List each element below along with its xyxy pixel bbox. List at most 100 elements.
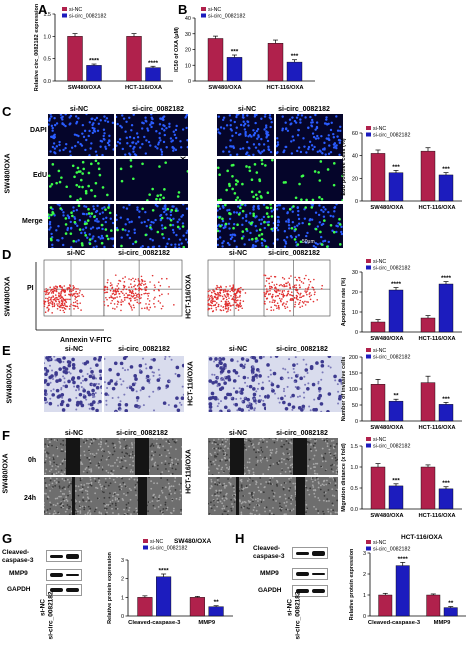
flow-dot: [143, 283, 145, 286]
header-f-sw480-si: si-circ_0082182: [116, 430, 168, 437]
flow-dot: [107, 279, 109, 281]
flow-dot: [128, 302, 130, 305]
y-tick-label-e-0: 0: [355, 419, 358, 425]
y-label-f: Migration distance (x fold): [341, 443, 347, 512]
y-tick-label-d-3: 30: [352, 270, 358, 276]
flow-dot: [275, 291, 277, 293]
flow-dot: [289, 294, 291, 296]
header-e-sw480-si: si-circ_0082182: [118, 346, 170, 353]
flow-dot: [143, 307, 146, 309]
legend-label-f-1: si-circ_0082182: [373, 444, 410, 450]
flow-dot: [75, 287, 77, 290]
flow-dot: [50, 289, 53, 291]
flow-dot: [161, 293, 163, 296]
flow-dot: [135, 294, 138, 297]
flow-dot: [49, 302, 52, 304]
flow-dot: [60, 292, 62, 295]
flow-dot: [133, 280, 136, 283]
flow-dot: [119, 280, 122, 282]
header-e-hct-nc: si-NC: [228, 346, 248, 353]
flow-dot: [105, 291, 107, 294]
scratch-gap-2-0: [230, 438, 244, 475]
blot-band: [296, 589, 309, 593]
sig-b-1: ***: [291, 53, 299, 60]
flow-dot: [270, 275, 272, 278]
micrograph-3-1: [276, 159, 343, 201]
flow-dot: [227, 306, 230, 309]
flow-dot: [235, 304, 238, 307]
flow-dot: [225, 290, 228, 292]
flow-dot: [136, 298, 138, 301]
panel-label-b: B: [178, 2, 188, 17]
flow-dot: [68, 284, 71, 286]
sig-e-1: ***: [442, 396, 450, 403]
flow-dot: [103, 304, 106, 306]
panel-label-f: F: [2, 428, 10, 443]
sig-h-0: ****: [398, 556, 409, 563]
flow-dot: [141, 282, 143, 284]
flow-dot: [306, 290, 308, 293]
scratch-gap-3-1: [295, 477, 305, 515]
flow-dot: [303, 277, 306, 280]
y-tick-label-d-0: 0: [355, 330, 358, 336]
micrograph-2-2: [217, 204, 274, 248]
flow-dot: [61, 288, 64, 290]
bar-f-0-0: [370, 466, 386, 510]
flow-dot: [225, 302, 228, 304]
flow-dot: [63, 306, 65, 309]
flow-dot: [224, 288, 226, 291]
flow-dot: [130, 307, 133, 309]
y-label-h: Relative protein expression: [349, 548, 355, 620]
micrograph-2-0: [217, 114, 274, 156]
flow-dot: [53, 286, 55, 288]
flow-dot: [78, 295, 80, 297]
legend-label-c-0: si-NC: [373, 126, 386, 132]
flow-dot: [128, 303, 131, 306]
blot-h-label-gapdh: GAPDH: [258, 587, 282, 594]
flow-dot: [233, 301, 236, 303]
flow-dot: [265, 280, 268, 282]
bar-c-0-1: [388, 172, 404, 202]
flow-dot: [63, 298, 66, 301]
legend-label-e-1: si-circ_0082182: [373, 355, 410, 361]
micrograph-0-1: [48, 159, 114, 201]
flow-dot: [215, 302, 218, 304]
flow-dot: [116, 288, 119, 291]
sig-d-0: ****: [391, 281, 402, 288]
flow-dot: [70, 290, 73, 293]
flow-dot: [49, 286, 51, 289]
category-label-c-1: HCT-116/OXA: [418, 205, 456, 211]
flow-dot: [140, 275, 143, 278]
flow-dot: [229, 285, 231, 287]
y-tick-label-f-2: 1.0: [350, 465, 358, 471]
flow-dot: [106, 298, 108, 301]
flow-dot: [304, 304, 307, 306]
flow-dot: [57, 298, 60, 301]
flow-dot: [286, 306, 289, 308]
flow-dot: [265, 297, 268, 300]
y-tick-label-d-2: 20: [352, 290, 358, 296]
flow-dot: [116, 290, 119, 292]
flow-dot: [81, 293, 83, 296]
flow-dot: [271, 281, 273, 284]
flow-dot: [289, 310, 291, 312]
flow-dot: [115, 293, 117, 296]
flow-dot: [281, 276, 284, 279]
panel-label-h: H: [235, 531, 245, 546]
flow-dot: [148, 300, 151, 302]
flow-dot: [298, 284, 301, 286]
flow-dot: [298, 303, 300, 306]
flow-dot: [134, 292, 137, 295]
invasion-image-0: [44, 356, 102, 412]
y-tick-label-g-2: 2: [121, 577, 124, 583]
flow-dot: [141, 307, 143, 310]
flow-dot: [118, 279, 120, 282]
flow-dot: [305, 274, 307, 277]
flow-dot: [114, 274, 117, 276]
legend-label-h-1: si-circ_0082182: [373, 547, 410, 553]
flow-dot: [277, 288, 279, 291]
rowlabel-c-merge: Merge: [22, 218, 43, 225]
bar-f-1-1: [438, 488, 454, 510]
flow-dot: [272, 299, 274, 301]
